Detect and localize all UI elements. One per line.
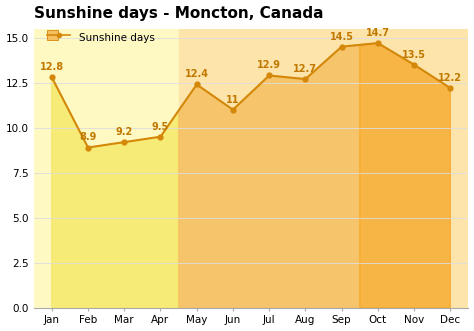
Text: 8.9: 8.9 xyxy=(79,132,97,142)
Text: 11: 11 xyxy=(226,95,240,105)
Text: 12.8: 12.8 xyxy=(40,62,64,72)
Polygon shape xyxy=(360,43,450,308)
Text: 14.7: 14.7 xyxy=(366,28,390,38)
Text: Sunshine days - Moncton, Canada: Sunshine days - Moncton, Canada xyxy=(34,6,323,21)
Text: 9.5: 9.5 xyxy=(152,122,169,132)
Legend: Sunshine days: Sunshine days xyxy=(43,28,159,47)
Polygon shape xyxy=(52,77,178,308)
Polygon shape xyxy=(179,45,359,308)
Bar xyxy=(179,29,468,308)
Text: 9.2: 9.2 xyxy=(116,127,133,137)
Text: 12.2: 12.2 xyxy=(438,73,462,83)
Text: 13.5: 13.5 xyxy=(402,50,426,60)
Bar xyxy=(34,29,179,308)
Text: 12.7: 12.7 xyxy=(293,64,318,74)
Text: 12.9: 12.9 xyxy=(257,61,281,71)
Text: 12.4: 12.4 xyxy=(185,70,209,79)
Text: 14.5: 14.5 xyxy=(329,32,354,42)
